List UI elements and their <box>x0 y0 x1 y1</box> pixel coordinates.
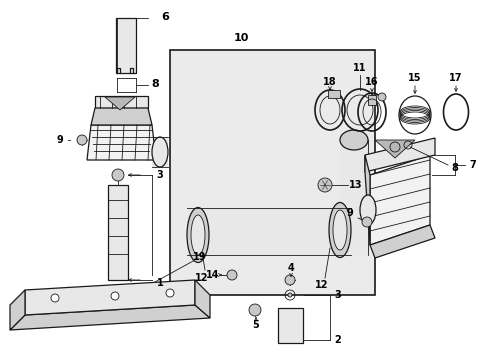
Text: 9: 9 <box>57 135 63 145</box>
Text: 7: 7 <box>468 160 475 170</box>
Polygon shape <box>364 155 369 245</box>
Circle shape <box>112 169 124 181</box>
Circle shape <box>287 293 291 297</box>
Text: 2: 2 <box>334 335 341 345</box>
Text: 4: 4 <box>287 263 294 273</box>
Circle shape <box>248 304 261 316</box>
Text: 12: 12 <box>195 273 208 283</box>
Circle shape <box>165 289 174 297</box>
Bar <box>278 308 303 343</box>
Text: 1: 1 <box>156 278 163 288</box>
Text: 8: 8 <box>450 163 458 173</box>
Polygon shape <box>105 97 135 110</box>
Ellipse shape <box>152 137 168 167</box>
Ellipse shape <box>332 210 346 250</box>
Text: 3: 3 <box>334 290 341 300</box>
Text: 19: 19 <box>193 252 206 262</box>
Text: 6: 6 <box>161 12 168 22</box>
Text: 9: 9 <box>346 208 353 218</box>
Bar <box>170 50 374 295</box>
Text: 17: 17 <box>448 73 462 83</box>
Text: 14: 14 <box>206 270 219 280</box>
Circle shape <box>361 217 371 227</box>
Polygon shape <box>95 96 148 108</box>
Circle shape <box>51 294 59 302</box>
Bar <box>327 90 339 98</box>
Polygon shape <box>186 208 350 255</box>
Polygon shape <box>10 305 209 330</box>
Text: 3: 3 <box>156 170 163 180</box>
Ellipse shape <box>339 130 367 150</box>
Circle shape <box>111 292 119 300</box>
Bar <box>116 18 136 73</box>
Text: 18: 18 <box>323 77 336 87</box>
Circle shape <box>285 275 294 285</box>
Text: 16: 16 <box>365 77 378 87</box>
Text: 10: 10 <box>233 33 248 43</box>
Polygon shape <box>369 155 429 245</box>
Polygon shape <box>369 225 434 258</box>
Ellipse shape <box>328 202 350 257</box>
Polygon shape <box>339 140 367 255</box>
Ellipse shape <box>359 195 375 225</box>
Text: 15: 15 <box>407 73 421 83</box>
Text: 12: 12 <box>315 280 328 290</box>
Text: 8: 8 <box>151 79 159 89</box>
Polygon shape <box>374 140 414 158</box>
Polygon shape <box>364 138 434 172</box>
Ellipse shape <box>186 207 208 262</box>
Bar <box>108 185 128 280</box>
Polygon shape <box>152 137 168 167</box>
Text: 13: 13 <box>348 180 362 190</box>
Polygon shape <box>10 290 25 330</box>
Bar <box>367 95 375 105</box>
Text: 5: 5 <box>252 320 259 330</box>
Circle shape <box>377 93 385 101</box>
Polygon shape <box>87 125 156 160</box>
Circle shape <box>77 135 87 145</box>
Ellipse shape <box>191 215 204 255</box>
Polygon shape <box>195 280 209 318</box>
Polygon shape <box>91 108 152 125</box>
Polygon shape <box>25 280 195 315</box>
Circle shape <box>317 178 331 192</box>
Text: 11: 11 <box>352 63 366 73</box>
Circle shape <box>226 270 237 280</box>
